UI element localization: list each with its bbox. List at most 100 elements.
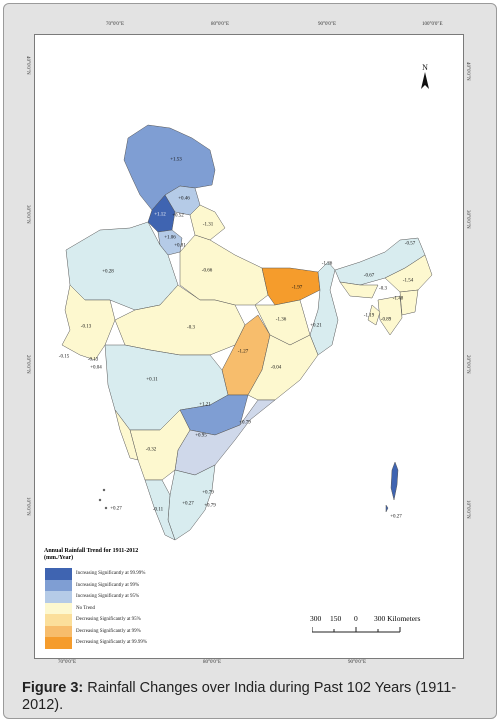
- lat-label-right-40: 40°0'0"N: [465, 62, 470, 81]
- figure-caption: Figure 3: Rainfall Changes over India du…: [22, 680, 482, 714]
- value-label: -0.57: [404, 241, 416, 247]
- legend-item: Decreasing Significantly at 99.99%: [45, 637, 147, 649]
- lat-label-left-20: 20°0'0"N: [25, 355, 30, 374]
- legend-item: Increasing Significantly at 95%: [45, 591, 147, 603]
- scale-bar: 300 150 0 300 Kilometers: [304, 614, 454, 636]
- lat-label-left-10: 10°0'0"N: [25, 497, 30, 516]
- lon-label-top-90: 90°0'0"E: [318, 22, 336, 27]
- region-kerala: [144, 479, 176, 541]
- value-label: +0.79: [202, 490, 214, 496]
- legend-item: Decreasing Significantly at 95%: [45, 614, 147, 626]
- north-arrow-icon: N: [421, 63, 429, 89]
- legend-label: Increasing Significantly at 99.99%: [76, 571, 146, 577]
- region-meghalaya: [339, 281, 379, 299]
- caption-text: Rainfall Changes over India during Past …: [22, 680, 457, 713]
- value-label: -1.54: [402, 278, 414, 284]
- region-andaman-islands: [390, 461, 399, 501]
- legend-label: Decreasing Significantly at 99%: [76, 628, 141, 634]
- value-label: +0.21: [310, 323, 322, 329]
- value-label: +0.46: [178, 196, 190, 202]
- lon-label-bottom-80: 80°0'0"E: [203, 660, 221, 665]
- value-label: -1.97: [291, 285, 303, 291]
- value-label: +0.95: [195, 433, 207, 439]
- scale-label-300-km: 300 Kilometers: [374, 614, 421, 623]
- lat-label-left-30: 30°0'0"N: [25, 205, 30, 224]
- region-gujarat: [61, 284, 116, 361]
- value-label: -1.27: [237, 349, 249, 355]
- value-label: +0.27: [390, 514, 402, 520]
- legend-swatch: [45, 579, 72, 591]
- value-label: +0.27: [110, 506, 122, 512]
- value-label: -1.26: [321, 261, 333, 267]
- north-arrow-label: N: [422, 63, 428, 72]
- value-label: +0.27: [182, 501, 194, 507]
- scale-bar-graphic: [312, 627, 401, 633]
- region-west-bengal: [309, 261, 339, 356]
- legend-swatch: [45, 602, 72, 614]
- value-label: +1.06: [164, 235, 176, 241]
- legend-item: No Trend: [45, 602, 147, 614]
- value-label: +0.81: [174, 243, 186, 249]
- value-label: -1.48: [392, 296, 404, 302]
- legend-title-line1: Annual Rainfall Trend for 1911-2012: [44, 548, 139, 554]
- scale-label-0: 0: [354, 614, 358, 623]
- value-label: +0.28: [102, 269, 114, 275]
- lon-label-bottom-90: 90°0'0"E: [348, 660, 366, 665]
- value-label: -1.36: [275, 317, 287, 323]
- value-label: -1.31: [202, 222, 214, 228]
- legend-swatch: [45, 625, 72, 637]
- value-label: -0.66: [201, 268, 213, 274]
- legend-item: Decreasing Significantly at 99%: [45, 625, 147, 637]
- legend-swatch: [45, 614, 72, 626]
- value-label: +0.79: [204, 503, 216, 509]
- lon-label-top-100: 100°0'0"E: [422, 22, 443, 27]
- region-nicobar-islands: [385, 504, 389, 513]
- region-odisha: [247, 334, 319, 401]
- value-label: -0.13: [87, 357, 99, 363]
- legend-title-line2: (mm./Year): [44, 555, 74, 561]
- lat-label-right-10: 10°0'0"N: [465, 500, 470, 519]
- value-label: -0.15: [58, 354, 70, 360]
- legend-title: Annual Rainfall Trend for 1911-2012 (mm.…: [44, 548, 138, 562]
- value-label: +0.52: [172, 213, 184, 219]
- legend-label: Decreasing Significantly at 95%: [76, 617, 141, 623]
- value-label: +0.79: [239, 420, 251, 426]
- value-label: +1.12: [154, 212, 166, 218]
- lon-label-bottom-70: 70°0'0"E: [58, 660, 76, 665]
- lat-label-right-30: 30°0'0"N: [465, 210, 470, 229]
- legend-label: Increasing Significantly at 95%: [76, 594, 140, 600]
- value-label: -0.11: [152, 507, 164, 513]
- value-label: -1.19: [363, 313, 375, 319]
- value-label: -0.3: [379, 286, 387, 292]
- region-mizoram: [377, 295, 403, 336]
- legend-swatch: [45, 591, 72, 603]
- value-label: +0.11: [146, 377, 158, 383]
- region-tripura: [367, 304, 381, 326]
- lon-label-top-80: 80°0'0"E: [211, 22, 229, 27]
- lat-label-left-40: 40°0'0"N: [25, 56, 30, 75]
- caption-label: Figure 3:: [22, 680, 84, 696]
- value-label: -0.89: [380, 317, 392, 323]
- legend-label: Decreasing Significantly at 99.99%: [76, 640, 148, 646]
- region-karnataka: [129, 409, 191, 481]
- legend-swatch: [45, 568, 72, 580]
- legend-swatch: [45, 637, 72, 649]
- legend-item: Increasing Significantly at 99%: [45, 579, 147, 591]
- lon-label-top-70: 70°0'0"E: [106, 22, 124, 27]
- region-manipur: [399, 289, 419, 316]
- legend-label: Increasing Significantly at 99%: [76, 582, 140, 588]
- legend-label: No Trend: [76, 605, 96, 611]
- value-label: -0.04: [270, 365, 282, 371]
- region-uttar-pradesh: [179, 234, 269, 306]
- region-konkan: [114, 409, 139, 461]
- value-label: +1.53: [170, 157, 182, 163]
- legend: Increasing Significantly at 99.99% Increa…: [45, 568, 147, 649]
- value-label: -0.67: [363, 273, 375, 279]
- scale-label-300: 300: [310, 614, 322, 623]
- scale-label-150: 150: [330, 614, 342, 623]
- value-label: -0.32: [145, 447, 157, 453]
- value-label: +1.21: [199, 402, 211, 408]
- region-bihar: [261, 267, 321, 306]
- value-label: +0.04: [90, 365, 102, 371]
